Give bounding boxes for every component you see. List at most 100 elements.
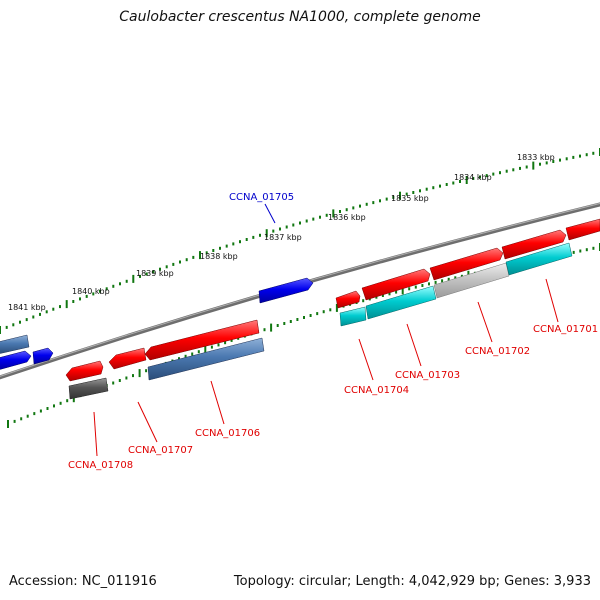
gene-feature-cyan-c [505,242,573,276]
gene-label-ccna-01701: CCNA_01701 [533,324,598,335]
scale-tick [299,221,301,225]
scale-labels: 1841 kbp 1840 kbp 1839 kbp 1838 kbp 1837… [8,153,555,312]
scale-tick [172,262,175,266]
gene-feature-cyan-b [365,285,437,320]
scale-tick [439,184,441,188]
scale-tick [432,186,435,190]
scale-tick [579,249,582,253]
scale-tick [192,255,195,259]
scale-tick [230,338,233,342]
gene-feature-left-steel [0,334,30,354]
scale-tick [265,229,268,238]
scale-tick [0,326,1,334]
scale-tick [332,209,335,218]
scale-tick [132,274,135,283]
scale-tick [279,227,281,231]
scale-tick [552,160,555,163]
scale-tick [132,374,134,378]
scale-tick [79,297,81,301]
callout-line-ccna-01701 [545,278,559,323]
gene-feature-ccna-01701 [501,229,567,260]
scale-tick [32,315,35,319]
scale-tick [270,323,273,332]
scale-tick [219,246,221,250]
scale-tick [259,233,261,237]
scale-tick [412,191,415,194]
scale-tick [472,177,475,180]
scale-tick [276,324,279,327]
callout-line-ccna-01703 [406,323,422,367]
scale-tick [388,292,391,296]
gene-feature-ccna-01706-red [144,319,260,361]
scale-tick [365,202,368,206]
scale-tick [421,284,424,287]
scale-tick [19,320,21,324]
scale-tick [512,168,515,172]
scale-tick [25,318,28,322]
scale-tick [26,414,29,418]
scale-tick [414,285,417,289]
callout-line-ccna-01705 [264,203,276,224]
gene-label-ccna-01707: CCNA_01707 [128,445,193,456]
scale-tick [592,151,595,155]
scale-tick [105,287,108,291]
scale-tick [309,314,312,317]
scale-tick [592,246,595,250]
scale-tick [425,187,428,191]
scale-tick [99,289,101,293]
scale-tick [59,305,61,309]
scale-tick [492,172,495,176]
scale-tick [7,420,9,428]
gene-feature-ccna-01708 [68,377,109,400]
accession-text: Accession: NC_011916 [9,574,157,589]
scale-tick [352,206,355,210]
scale-label: 1836 kbp [328,213,366,222]
map-title: Caulobacter crescentus NA1000, complete … [119,9,481,25]
scale-tick [428,282,430,286]
scale-tick [405,192,408,196]
scale-tick [572,250,575,254]
gene-feature-ccna-01702 [429,247,504,281]
gene-feature-cyan-a [339,306,367,327]
scale-tick [125,376,128,380]
gene-label-ccna-01704: CCNA_01704 [344,385,409,396]
scale-tick [217,343,220,347]
scale-tick [185,258,188,262]
scale-tick [20,417,23,421]
scale-tick [519,166,521,170]
scale-tick [447,277,450,281]
gene-feature-ccna-01706 [147,337,265,381]
scale-tick [138,369,141,378]
scale-tick [145,369,148,373]
scale-tick [434,280,437,284]
scale-tick [499,171,501,175]
scale-tick [559,158,561,162]
gene-feature-ccna-01708-red [65,360,104,382]
scale-tick [159,267,161,271]
scale-tick [85,294,88,298]
scale-tick [72,300,75,303]
callout-line-ccna-01702 [477,301,493,343]
scale-tick [379,199,381,203]
gene-feature-ccna-01703 [361,268,431,301]
genome-summary-text: Topology: circular; Length: 4,042,929 bp… [233,574,591,589]
scale-tick [465,176,468,184]
gene-labels: CCNA_01705 CCNA_01701 CCNA_01702 CCNA_01… [68,192,598,471]
scale-tick [419,189,421,193]
scale-tick [539,162,541,166]
scale-tick [5,325,8,329]
scale-label: 1835 kbp [391,194,429,203]
scale-tick [46,407,49,410]
scale-tick [204,345,207,354]
scale-tick [452,181,455,185]
scale-tick [325,213,328,217]
scale-tick [92,292,95,296]
scale-tick [505,169,508,173]
scale-tick [292,223,295,227]
scale-tick [145,272,148,276]
scale-tick [454,276,457,280]
gene-label-ccna-01702: CCNA_01702 [465,346,530,357]
scale-tick [139,274,141,278]
scale-tick [39,312,41,316]
